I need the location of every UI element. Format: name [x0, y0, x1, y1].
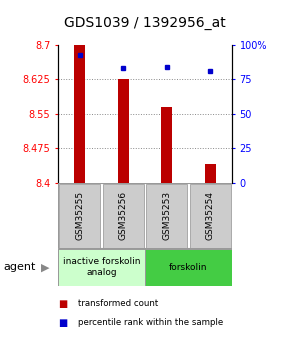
Text: agent: agent	[3, 263, 35, 272]
Text: GDS1039 / 1392956_at: GDS1039 / 1392956_at	[64, 16, 226, 30]
Text: GSM35253: GSM35253	[162, 191, 171, 240]
FancyBboxPatch shape	[58, 248, 232, 286]
FancyBboxPatch shape	[103, 184, 144, 248]
Text: GSM35255: GSM35255	[75, 191, 84, 240]
FancyBboxPatch shape	[58, 249, 145, 286]
FancyBboxPatch shape	[190, 184, 231, 248]
FancyBboxPatch shape	[59, 184, 100, 248]
Bar	[205, 165, 216, 183]
FancyBboxPatch shape	[145, 249, 232, 286]
Text: inactive forskolin
analog: inactive forskolin analog	[63, 257, 140, 277]
Bar	[161, 107, 172, 183]
Text: ■: ■	[58, 318, 67, 327]
Text: GSM35256: GSM35256	[119, 191, 128, 240]
FancyBboxPatch shape	[58, 183, 232, 248]
Text: ▶: ▶	[41, 263, 49, 272]
Text: GSM35254: GSM35254	[206, 191, 215, 240]
Text: percentile rank within the sample: percentile rank within the sample	[78, 318, 224, 327]
Bar	[74, 45, 85, 183]
Text: ■: ■	[58, 299, 67, 308]
Text: forskolin: forskolin	[169, 263, 208, 272]
FancyBboxPatch shape	[146, 184, 187, 248]
Bar	[118, 79, 129, 183]
Text: transformed count: transformed count	[78, 299, 159, 308]
